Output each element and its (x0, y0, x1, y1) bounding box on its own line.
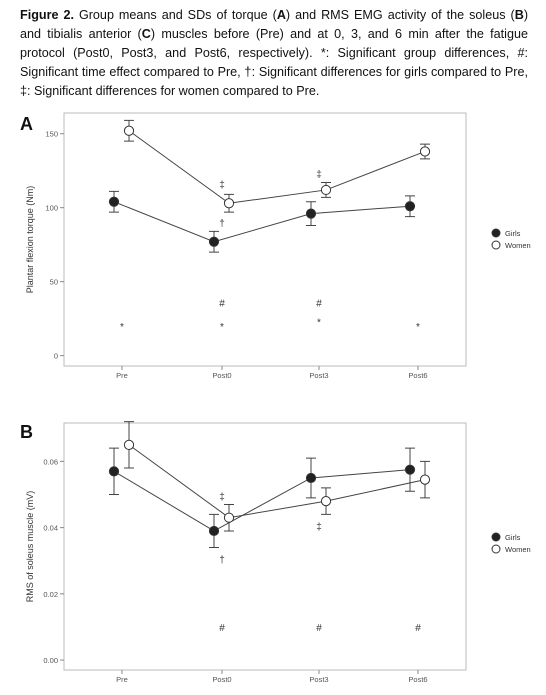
legend-label: Women (505, 241, 531, 250)
panel-label: B (20, 422, 33, 442)
plot-frame (63, 112, 467, 367)
y-tick-label: 150 (45, 130, 58, 139)
caption-part: C (141, 27, 151, 41)
annotation: # (316, 623, 322, 634)
annotation: † (219, 555, 225, 566)
series-line (113, 469, 411, 532)
x-tick-label: Pre (116, 371, 128, 380)
legend-label: Women (505, 545, 531, 554)
annotation: # (316, 298, 322, 309)
annotation: * (220, 322, 224, 333)
y-tick-label: 0.00 (43, 656, 58, 665)
annotation: † (219, 218, 225, 229)
marker (208, 236, 220, 247)
y-tick-label: 100 (45, 204, 58, 213)
series-line (113, 201, 411, 243)
x-tick-label: Post6 (408, 675, 427, 684)
caption-part: ) and RMS EMG activity of the soleus ( (285, 8, 515, 22)
annotation: * (317, 318, 321, 329)
x-tick-label: Post6 (408, 371, 427, 380)
annotation: # (219, 298, 225, 309)
annotation: * (120, 322, 124, 333)
y-tick-label: 50 (50, 278, 58, 287)
marker (419, 146, 431, 157)
marker (108, 196, 120, 207)
legend-marker (491, 532, 501, 542)
legend-label: Girls (505, 229, 521, 238)
annotation: ‡ (316, 170, 322, 181)
legend-marker (491, 228, 501, 238)
annotation: # (219, 623, 225, 634)
y-tick-label: 0 (54, 352, 58, 361)
y-axis-label: RMS of soleus muscle (mV) (25, 491, 35, 603)
x-tick-label: Post0 (212, 675, 231, 684)
y-tick-label: 0.04 (43, 524, 58, 533)
marker (123, 439, 135, 450)
caption-part: Group means and SDs of torque ( (73, 8, 277, 22)
annotation: # (415, 623, 421, 634)
annotation: ‡ (219, 492, 225, 503)
caption: Figure 2. Group means and SDs of torque … (20, 6, 528, 101)
x-tick-label: Pre (116, 675, 128, 684)
legend-marker (491, 544, 501, 554)
panel-label: A (20, 114, 33, 134)
y-tick-label: 0.06 (43, 457, 58, 466)
marker (404, 201, 416, 212)
legend-marker (491, 240, 501, 250)
x-tick-label: Post0 (212, 371, 231, 380)
annotation: ‡ (219, 180, 225, 191)
x-tick-label: Post3 (309, 371, 328, 380)
legend-label: Girls (505, 533, 521, 542)
series-line (128, 130, 426, 204)
y-tick-label: 0.02 (43, 590, 58, 599)
series-line (128, 444, 426, 519)
marker (108, 466, 120, 477)
caption-part: A (276, 8, 286, 22)
x-tick-label: Post3 (309, 675, 328, 684)
marker (305, 208, 317, 219)
caption-part: ) muscles before (Pre) and at 0, 3, and … (20, 27, 528, 98)
annotation: * (416, 322, 420, 333)
caption-part: ) and tibialis anterior ( (20, 8, 529, 41)
plot-frame (63, 422, 467, 671)
marker (223, 512, 235, 523)
caption-part: Figure 2. (20, 8, 74, 22)
marker (223, 198, 235, 209)
marker (320, 184, 332, 196)
marker (305, 472, 317, 484)
caption-part: B (514, 8, 524, 22)
marker (419, 474, 431, 485)
marker (320, 496, 332, 507)
y-axis-label: Plantar flexion torque (Nm) (25, 186, 35, 294)
marker (404, 464, 416, 475)
marker (123, 125, 135, 136)
annotation: ‡ (316, 522, 322, 533)
marker (208, 525, 220, 537)
